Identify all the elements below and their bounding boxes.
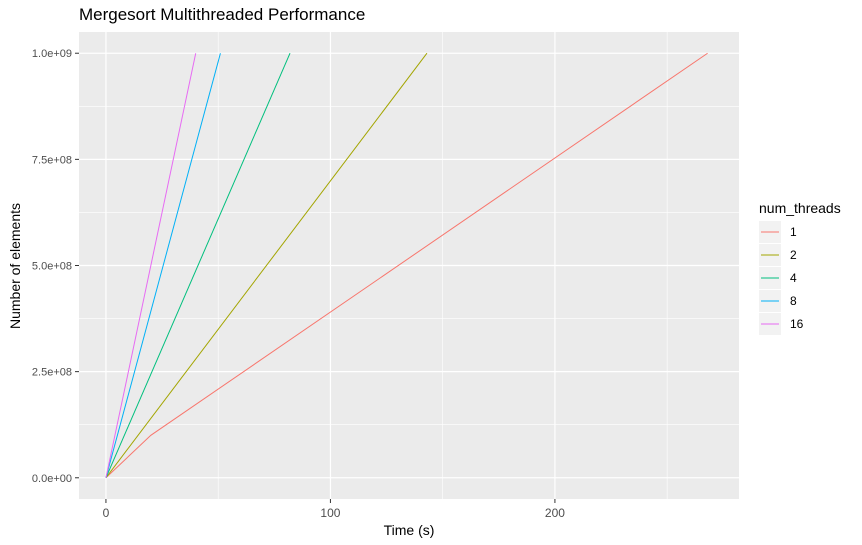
- legend-label: 1: [790, 225, 797, 239]
- legend-title: num_threads: [759, 200, 841, 216]
- series-line-16: [105, 53, 197, 478]
- major-gridlines: [79, 32, 739, 499]
- legend-items: 1 2 4 8 16: [759, 221, 804, 335]
- series-lines: [105, 52, 708, 479]
- legend-label: 4: [790, 271, 797, 285]
- x-tick-label: 200: [545, 506, 565, 520]
- series-line-4: [105, 53, 291, 478]
- y-axis-ticks: 0.0e+00 2.5e+08 5.0e+08 7.5e+08 1.0e+09: [32, 48, 79, 485]
- series-line-2: [105, 52, 428, 479]
- legend-label: 8: [790, 294, 797, 308]
- y-tick-label: 5.0e+08: [32, 261, 72, 273]
- legend: num_threads 1 2 4 8 16: [759, 200, 841, 335]
- legend-label: 2: [790, 248, 797, 262]
- chart-title: Mergesort Multithreaded Performance: [79, 5, 366, 24]
- legend-label: 16: [790, 317, 804, 331]
- x-axis-ticks: 0 100 200: [103, 499, 565, 520]
- x-tick-label: 100: [320, 506, 340, 520]
- x-tick-label: 0: [103, 506, 110, 520]
- y-tick-label: 7.5e+08: [32, 154, 72, 166]
- y-axis-label: Number of elements: [7, 203, 23, 329]
- series-line-1: [105, 52, 708, 479]
- y-tick-label: 2.5e+08: [32, 367, 72, 379]
- x-axis-label: Time (s): [384, 522, 435, 538]
- series-line-8: [105, 53, 221, 478]
- y-tick-label: 0.0e+00: [32, 473, 72, 485]
- y-tick-label: 1.0e+09: [32, 48, 72, 60]
